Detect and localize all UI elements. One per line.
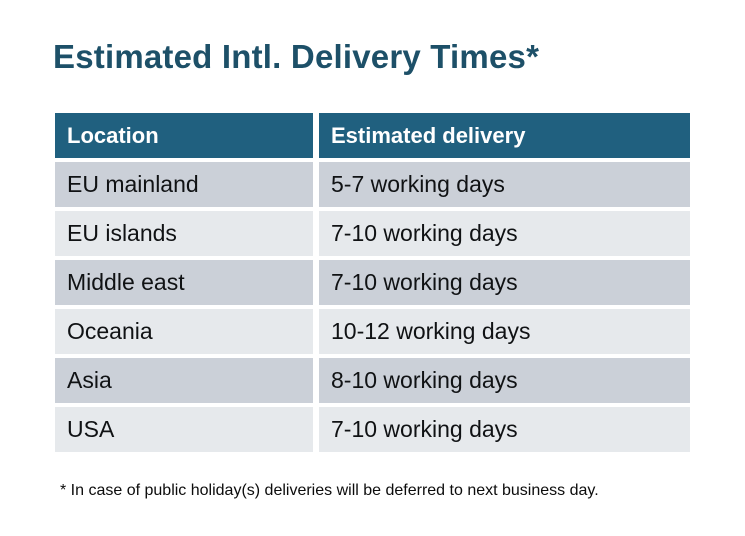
delivery-cell: 10-12 working days [319,309,690,354]
location-cell: EU islands [55,211,313,256]
delivery-times-table: Location Estimated delivery EU mainland … [55,113,690,452]
delivery-cell: 7-10 working days [319,260,690,305]
footnote: * In case of public holiday(s) deliverie… [60,482,599,499]
delivery-cell: 7-10 working days [319,211,690,256]
delivery-cell: 7-10 working days [319,407,690,452]
column-header-estimated-delivery: Estimated delivery [319,113,690,158]
location-cell: Oceania [55,309,313,354]
delivery-cell: 8-10 working days [319,358,690,403]
location-cell: Asia [55,358,313,403]
location-cell: Middle east [55,260,313,305]
delivery-cell: 5-7 working days [319,162,690,207]
column-header-location: Location [55,113,313,158]
page-title: Estimated Intl. Delivery Times* [53,38,540,75]
location-cell: USA [55,407,313,452]
location-cell: EU mainland [55,162,313,207]
